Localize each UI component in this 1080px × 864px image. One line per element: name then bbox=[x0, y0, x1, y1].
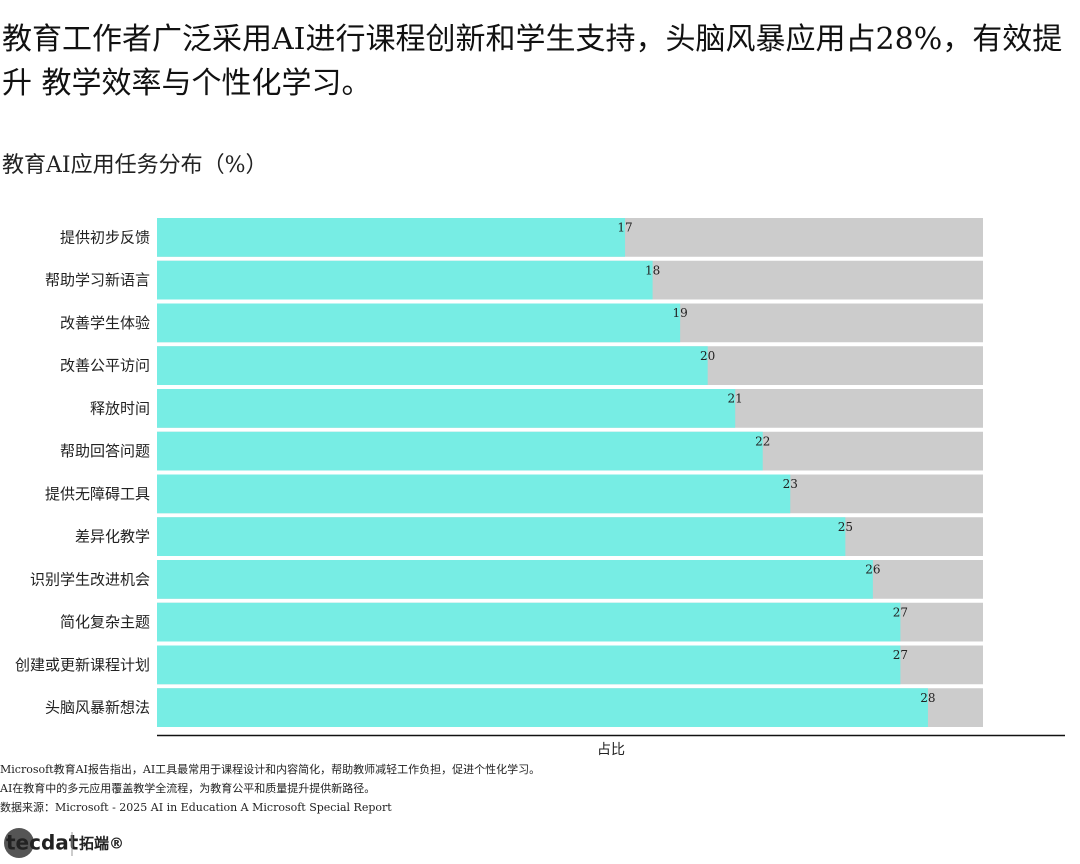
data-label: 17 bbox=[617, 221, 632, 235]
logo: tecdat bbox=[6, 831, 79, 855]
bar bbox=[157, 602, 901, 642]
y-tick-label: 简化复杂主题 bbox=[60, 613, 150, 631]
bar bbox=[157, 346, 708, 385]
y-tick-label: 提供初步反馈 bbox=[60, 228, 150, 246]
data-label: 27 bbox=[893, 648, 908, 662]
note: 数据来源：Microsoft - 2025 AI in Education A … bbox=[0, 800, 392, 814]
bar bbox=[157, 688, 928, 727]
bar bbox=[157, 431, 763, 471]
logo-mark bbox=[4, 828, 34, 858]
bar bbox=[157, 517, 846, 556]
bar bbox=[157, 218, 626, 257]
y-tick-label: 改善学生体验 bbox=[60, 314, 150, 332]
brand: 拓端® bbox=[79, 835, 124, 853]
chart-title: 教育工作者广泛采用AI进行课程创新和学生支持，头脑风暴应用占28%，有效提升 教… bbox=[2, 22, 1063, 101]
y-tick-label: 提供无障碍工具 bbox=[45, 485, 150, 503]
data-label: 18 bbox=[645, 263, 660, 277]
y-tick-label: 帮助学习新语言 bbox=[45, 271, 150, 289]
y-tick-label: 创建或更新课程计划 bbox=[15, 656, 150, 674]
bar bbox=[157, 389, 736, 428]
data-label: 28 bbox=[920, 691, 935, 705]
bar bbox=[157, 260, 653, 300]
note: Microsoft教育AI报告指出，AI工具最常用于课程设计和内容简化，帮助教师… bbox=[0, 762, 540, 776]
data-label: 21 bbox=[728, 392, 743, 406]
bar bbox=[157, 560, 873, 599]
y-tick-label: 识别学生改进机会 bbox=[30, 570, 150, 588]
y-tick-label: 释放时间 bbox=[90, 399, 150, 417]
note: AI在教育中的多元应用覆盖教学全流程，为教育公平和质量提升提供新路径。 bbox=[0, 781, 375, 795]
bar bbox=[157, 474, 791, 514]
data-label: 22 bbox=[755, 434, 770, 448]
chart-subtitle: 教育AI应用任务分布（%） bbox=[2, 153, 267, 178]
bar bbox=[157, 303, 681, 343]
y-tick-label: 改善公平访问 bbox=[60, 357, 150, 375]
y-tick-label: 帮助回答问题 bbox=[60, 442, 150, 460]
y-tick-label: 头脑风暴新想法 bbox=[45, 699, 150, 717]
data-label: 26 bbox=[865, 563, 880, 577]
x-axis-label: 占比 bbox=[597, 742, 625, 758]
data-label: 19 bbox=[672, 306, 687, 320]
data-label: 27 bbox=[893, 605, 908, 619]
data-label: 25 bbox=[838, 520, 853, 534]
data-label: 23 bbox=[783, 477, 798, 491]
data-label: 20 bbox=[700, 349, 715, 363]
y-tick-label: 差异化教学 bbox=[75, 528, 150, 546]
bar bbox=[157, 645, 901, 685]
